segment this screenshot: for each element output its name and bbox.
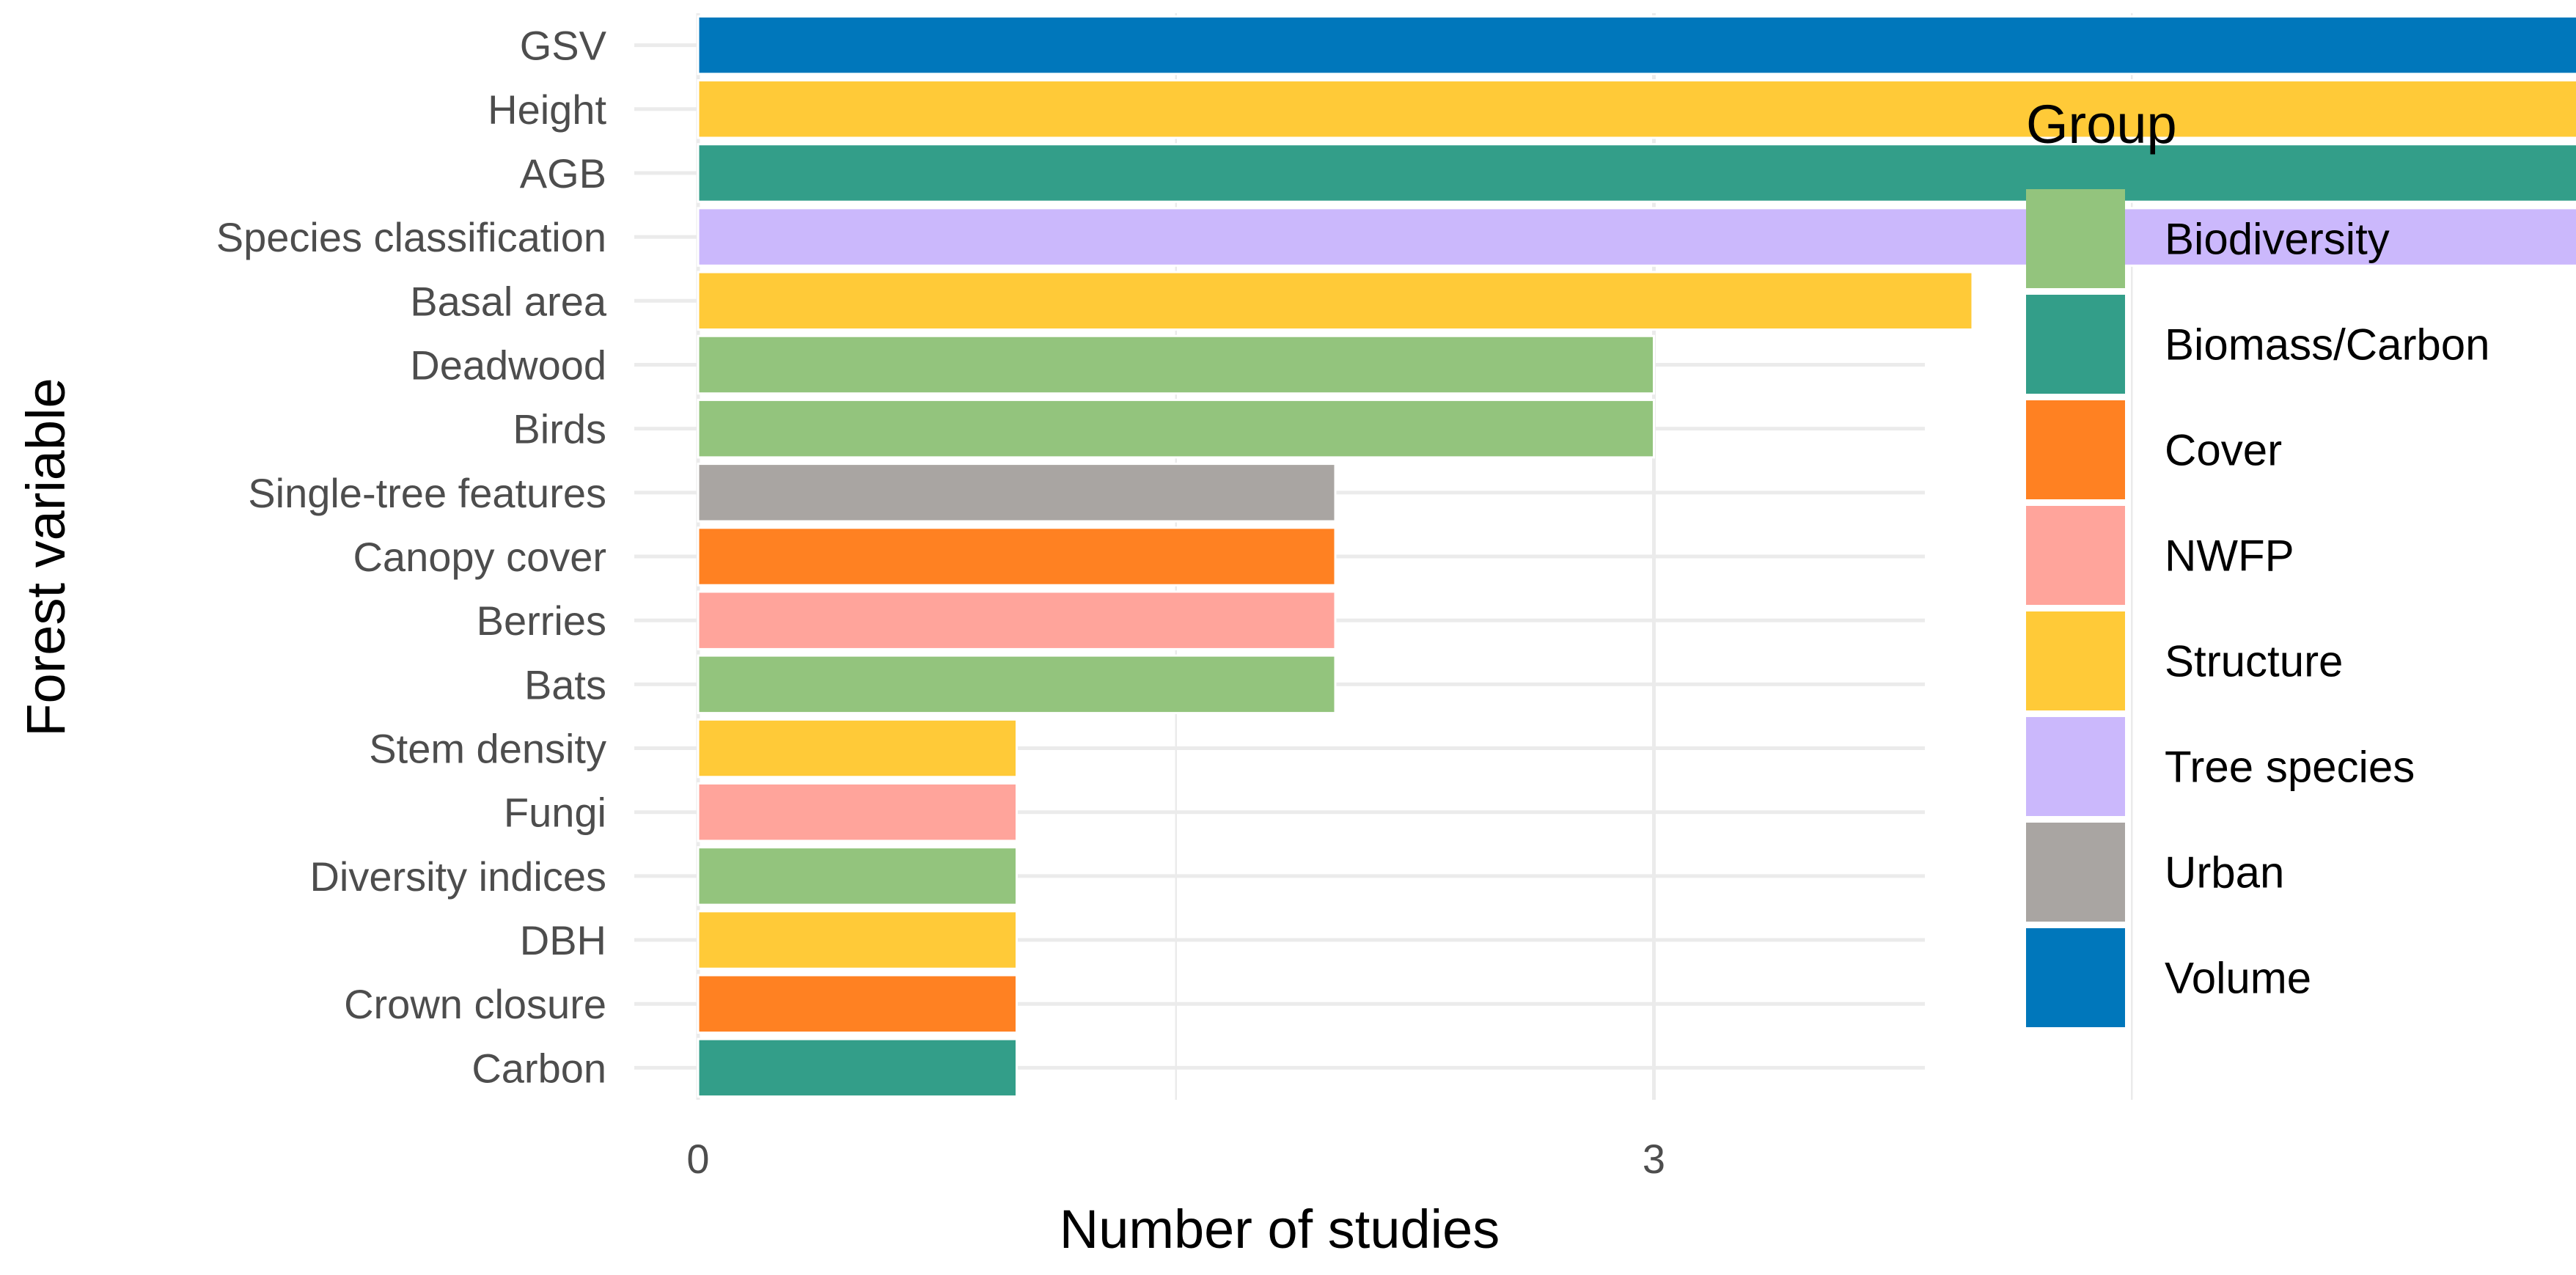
legend-key-volume <box>2026 928 2125 1027</box>
x-tick-label: 0 <box>686 1136 709 1182</box>
bar-canopy-cover <box>697 526 1337 587</box>
legend: Group Biodiversity Biomass/Carbon Cover NWF… <box>2026 94 2490 1027</box>
legend-key-biodiversity <box>2026 189 2125 288</box>
bar-stem-density <box>697 718 1018 779</box>
y-tick-label: GSV <box>520 23 607 69</box>
y-tick-label: Crown closure <box>344 981 606 1027</box>
legend-key-tree-species <box>2026 717 2125 816</box>
bar-dbh <box>697 910 1018 970</box>
x-axis-title: Number of studies <box>1060 1199 1500 1260</box>
y-axis-title: Forest variable <box>15 378 76 736</box>
legend-label-volume: Volume <box>2165 954 2311 1003</box>
y-tick-label: DBH <box>520 917 606 963</box>
y-tick-label: Basal area <box>410 278 607 324</box>
legend-key-structure <box>2026 611 2125 710</box>
bar-deadwood <box>697 334 1655 395</box>
legend-title: Group <box>2026 94 2177 155</box>
bar-basal-area <box>697 271 1974 331</box>
y-tick-label: AGB <box>520 150 606 196</box>
legend-label-tree-species: Tree species <box>2165 743 2415 792</box>
legend-label-urban: Urban <box>2165 848 2284 897</box>
y-tick-label: Single-tree features <box>248 470 606 516</box>
y-tick-label: Height <box>488 87 606 133</box>
bars <box>697 15 2576 1098</box>
y-tick-label: Fungi <box>504 790 606 836</box>
y-tick-label: Diversity indices <box>309 853 606 900</box>
bar-height <box>697 79 2576 139</box>
y-tick-label: Canopy cover <box>353 534 606 580</box>
bar-crown-closure <box>697 974 1018 1034</box>
bar-berries <box>697 590 1337 650</box>
y-tick-label: Birds <box>513 406 606 452</box>
legend-label-cover: Cover <box>2165 426 2282 475</box>
y-tick-labels: GSV Height AGB Species classification Basal … <box>216 23 607 1092</box>
bar-gsv <box>697 15 2576 76</box>
legend-label-nwfp: NWFP <box>2165 532 2294 581</box>
bar-fungi <box>697 782 1018 842</box>
bar-carbon <box>697 1037 1018 1098</box>
bar-birds <box>697 398 1655 459</box>
legend-key-cover <box>2026 400 2125 499</box>
y-tick-label: Carbon <box>471 1045 606 1091</box>
legend-key-nwfp <box>2026 506 2125 605</box>
legend-label-biomass-carbon: Biomass/Carbon <box>2165 320 2490 370</box>
y-tick-label: Deadwood <box>410 342 606 388</box>
legend-key-biomass-carbon <box>2026 295 2125 394</box>
bar-bats <box>697 654 1337 715</box>
y-tick-label: Species classification <box>216 214 606 260</box>
bar-agb <box>697 143 2576 203</box>
legend-key-urban <box>2026 823 2125 922</box>
x-tick-labels: 0369 <box>686 1136 1665 1182</box>
legend-label-biodiversity: Biodiversity <box>2165 215 2390 264</box>
bar-single-tree-features <box>697 463 1337 523</box>
y-tick-label: Berries <box>477 598 606 644</box>
bar-diversity-indices <box>697 846 1018 906</box>
legend-label-structure: Structure <box>2165 637 2343 686</box>
y-tick-label: Stem density <box>369 726 606 772</box>
bar-species-classification <box>697 207 2576 267</box>
y-tick-label: Bats <box>524 661 606 708</box>
x-tick-label: 3 <box>1643 1136 1665 1182</box>
